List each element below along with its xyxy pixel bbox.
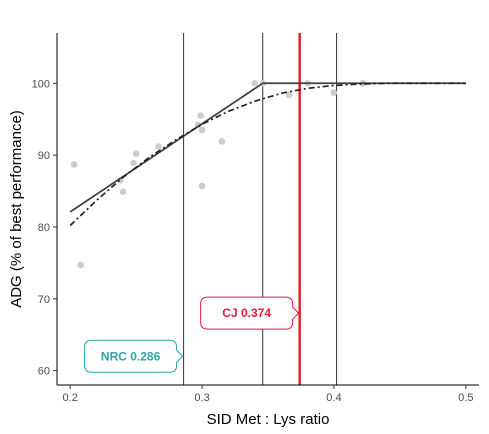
data-point-11 bbox=[218, 138, 226, 145]
data-point-16 bbox=[330, 89, 338, 96]
data-point-4 bbox=[130, 159, 137, 167]
data-point-12 bbox=[251, 79, 259, 87]
y-tick-label: 80 bbox=[38, 222, 50, 234]
data-point-6 bbox=[155, 143, 162, 150]
callouts: NRC 0.286 CJ 0.374 bbox=[84, 296, 300, 373]
data-point-10 bbox=[198, 182, 206, 190]
y-tick-label: 70 bbox=[38, 294, 50, 306]
callout-label-1: CJ 0.374 bbox=[222, 306, 271, 320]
x-tick-label: 0.5 bbox=[458, 392, 473, 404]
data-point-1 bbox=[77, 261, 85, 269]
data-point-0 bbox=[70, 161, 78, 168]
data-point-14 bbox=[285, 91, 293, 99]
y-axis-title: ADG (% of best performance) bbox=[8, 110, 25, 308]
curvilinear-fit-line bbox=[69, 82, 466, 227]
y-tick-label: 60 bbox=[38, 366, 50, 378]
data-point-5 bbox=[132, 150, 140, 157]
x-tick-label: 0.2 bbox=[63, 392, 78, 404]
x-tick-label: 0.4 bbox=[326, 392, 341, 404]
y-tick-label: 100 bbox=[32, 78, 50, 90]
data-point-9 bbox=[198, 126, 206, 134]
axes: 0.2 0.3 0.4 0.5 60 70 80 90 100 bbox=[32, 33, 479, 404]
callout-box-1 bbox=[200, 296, 300, 330]
x-axis-title: SID Met : Lys ratio bbox=[207, 411, 330, 428]
callout-label-0: NRC 0.286 bbox=[101, 349, 161, 363]
x-tick-label: 0.3 bbox=[194, 392, 209, 404]
callout-box-0 bbox=[84, 339, 184, 373]
data-point-8 bbox=[197, 112, 205, 119]
data-points bbox=[70, 79, 367, 269]
y-tick-label: 90 bbox=[38, 150, 50, 162]
data-point-3 bbox=[119, 188, 127, 196]
fit-lines bbox=[69, 82, 466, 227]
plateau-fit-line bbox=[69, 82, 466, 213]
